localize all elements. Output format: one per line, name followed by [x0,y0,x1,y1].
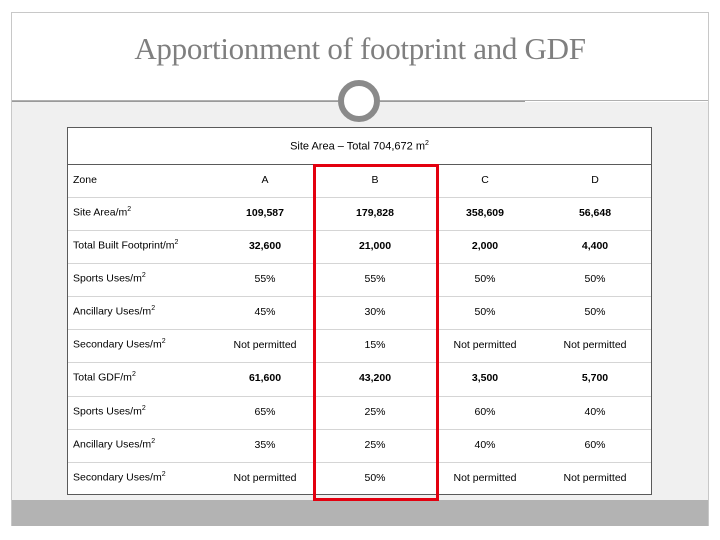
cell-zone-a: 45% [254,305,276,318]
cell-zone-d: 40% [584,405,606,418]
cell-zone-a: Not permitted [233,471,297,484]
site-area-total: Site Area – Total 704,672 m [290,140,426,153]
row-label-text: Site Area/m [73,206,128,219]
column-header-d: D [591,173,599,186]
apportionment-table: Site Area – Total 704,672 m2 Zone A B C … [67,127,652,495]
cell-zone-c: 358,609 [466,206,504,219]
row-label: Secondary Uses/m2 [68,471,210,484]
table-row: Secondary Uses/m2 Not permitted 15% Not per… [68,329,651,359]
column-header-zone: Zone [73,173,97,186]
row-label-text: Total Built Footprint/m [73,239,175,252]
row-label: Ancillary Uses/m2 [68,305,210,318]
row-label-superscript: 2 [151,438,156,446]
table-row: Total GDF/m2 61,600 43,200 3,500 5,700 [68,362,651,392]
cell-zone-b: 25% [364,438,386,451]
cell-zone-c: 3,500 [471,371,499,384]
bottom-bar [12,500,708,526]
table-row: Ancillary Uses/m2 45% 30% 50% 50% [68,296,651,326]
cell-zone-a: 32,600 [248,239,282,252]
table-row: Sports Uses/m2 55% 55% 50% 50% [68,263,651,293]
cell-zone-a: 65% [254,405,276,418]
title-divider-left [12,101,338,102]
cell-zone-b: 43,200 [358,371,392,384]
row-label-superscript: 2 [161,471,166,479]
row-label-text: Total GDF/m [73,371,132,384]
cell-zone-b: 50% [364,471,386,484]
table-row: Total Built Footprint/m2 32,600 21,000 2,00… [68,230,651,260]
cell-zone-d: Not permitted [563,338,627,351]
cell-zone-c: Not permitted [453,471,517,484]
column-header-c: C [481,173,489,186]
row-label-text: Secondary Uses/m [73,338,162,351]
cell-zone-b: 15% [364,338,386,351]
row-label-text: Sports Uses/m [73,272,142,285]
row-label: Sports Uses/m2 [68,272,210,285]
row-label-text: Ancillary Uses/m [73,438,152,451]
zone-b-highlight [313,164,439,501]
cell-zone-c: 60% [474,405,496,418]
row-label: Site Area/m2 [68,206,210,219]
table-header: Site Area – Total 704,672 m2 [68,128,651,165]
cell-zone-a: 35% [254,438,276,451]
row-label: Secondary Uses/m2 [68,338,210,351]
row-label-text: Ancillary Uses/m [73,305,152,318]
row-label: Ancillary Uses/m2 [68,438,210,451]
row-label: Total Built Footprint/m2 [68,239,210,252]
circle-ornament-icon [338,80,380,122]
cell-zone-c: 2,000 [471,239,499,252]
table-row: Ancillary Uses/m2 35% 25% 40% 60% [68,429,651,459]
cell-zone-b: 30% [364,305,386,318]
cell-zone-d: Not permitted [563,471,627,484]
row-label-superscript: 2 [141,272,146,280]
row-label: Sports Uses/m2 [68,405,210,418]
cell-zone-d: 5,700 [581,371,609,384]
cell-zone-b: 179,828 [356,206,394,219]
cell-zone-b: 21,000 [358,239,392,252]
cell-zone-a: 55% [254,272,276,285]
cell-zone-d: 50% [584,305,606,318]
header-superscript: 2 [425,140,429,147]
cell-zone-a: 109,587 [246,206,284,219]
row-label-superscript: 2 [161,338,166,346]
cell-zone-a: 61,600 [248,371,282,384]
cell-zone-c: 50% [474,272,496,285]
cell-zone-a: Not permitted [233,338,297,351]
table-row: Sports Uses/m2 65% 25% 60% 40% [68,396,651,426]
row-label-text: Secondary Uses/m [73,471,162,484]
column-header-b: B [371,173,379,186]
cell-zone-b: 55% [364,272,386,285]
table-row: Secondary Uses/m2 Not permitted 50% Not per… [68,462,651,492]
column-header-a: A [261,173,269,186]
cell-zone-c: 50% [474,305,496,318]
row-label-superscript: 2 [127,206,132,214]
cell-zone-d: 56,648 [578,206,612,219]
cell-zone-c: Not permitted [453,338,517,351]
cell-zone-d: 50% [584,272,606,285]
slide-title: Apportionment of footprint and GDF [134,31,586,66]
row-label-superscript: 2 [151,305,156,313]
row-label: Total GDF/m2 [68,371,210,384]
title-divider-right [380,101,525,102]
row-label-superscript: 2 [131,371,136,379]
cell-zone-d: 4,400 [581,239,609,252]
cell-zone-d: 60% [584,438,606,451]
cell-zone-b: 25% [364,405,386,418]
table-row: Site Area/m2 109,587 179,828 358,609 56,648 [68,197,651,227]
row-label-superscript: 2 [174,239,179,247]
row-label-text: Sports Uses/m [73,405,142,418]
row-label-superscript: 2 [141,405,146,413]
cell-zone-c: 40% [474,438,496,451]
